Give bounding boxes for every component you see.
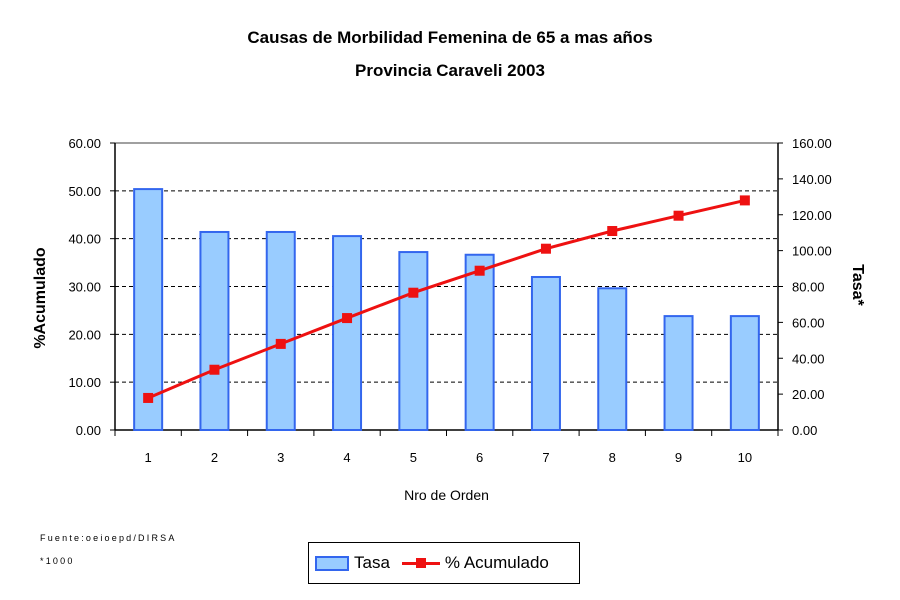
right-tick-label: 160.00 — [792, 136, 832, 151]
legend-swatch-tasa — [315, 555, 349, 571]
left-tick-label: 10.00 — [68, 375, 101, 390]
left-tick-label: 40.00 — [68, 232, 101, 247]
x-tick-label: 4 — [343, 450, 350, 465]
bar-tasa — [265, 230, 296, 431]
left-tick-label: 50.00 — [68, 184, 101, 199]
left-tick-label: 20.00 — [68, 327, 101, 342]
footnote: *1000 — [40, 556, 75, 566]
right-tick-label: 80.00 — [792, 280, 825, 295]
bar-tasa — [530, 275, 561, 432]
marker-acumulado — [474, 265, 485, 276]
legend: Tasa % Acumulado — [308, 542, 580, 584]
x-tick-label: 8 — [609, 450, 616, 465]
legend-label-tasa: Tasa — [354, 553, 390, 572]
x-tick-label: 5 — [410, 450, 417, 465]
x-axis-title: Nro de Orden — [404, 487, 489, 503]
right-tick-label: 100.00 — [792, 244, 832, 259]
left-tick-label: 0.00 — [76, 423, 101, 438]
marker-acumulado — [739, 195, 750, 206]
marker-acumulado — [408, 287, 419, 298]
marker-acumulado — [540, 243, 551, 254]
marker-acumulado — [209, 364, 220, 375]
x-tick-label: 7 — [542, 450, 549, 465]
marker-acumulado — [342, 313, 353, 324]
x-tick-label: 2 — [211, 450, 218, 465]
source-note: Fuente:oeioepd/DIRSA — [40, 533, 177, 543]
right-axis-title: Tasa* — [849, 264, 866, 306]
line-acumulado — [147, 198, 746, 400]
x-tick-label: 1 — [145, 450, 152, 465]
right-tick-label: 40.00 — [792, 351, 825, 366]
chart-title: Causas de Morbilidad Femenina de 65 a ma… — [247, 28, 653, 47]
right-tick-label: 120.00 — [792, 208, 832, 223]
marker-acumulado — [673, 210, 684, 221]
x-tick-label: 6 — [476, 450, 483, 465]
bar-tasa — [729, 315, 760, 431]
bar-tasa — [597, 287, 628, 432]
right-tick-label: 0.00 — [792, 423, 817, 438]
bar-tasa — [398, 251, 429, 431]
legend-swatch-acumulado — [401, 556, 440, 570]
x-tick-label: 9 — [675, 450, 682, 465]
chart-subtitle: Provincia Caraveli 2003 — [355, 61, 545, 80]
legend-label-acumulado: % Acumulado — [444, 553, 549, 572]
left-tick-label: 60.00 — [68, 136, 101, 151]
bar-tasa — [663, 315, 694, 431]
right-tick-label: 20.00 — [792, 387, 825, 402]
bar-tasa — [464, 253, 495, 431]
bar-tasa — [199, 230, 230, 431]
left-tick-label: 30.00 — [68, 280, 101, 295]
marker-acumulado — [143, 392, 154, 403]
x-tick-label: 3 — [277, 450, 284, 465]
right-tick-label: 60.00 — [792, 315, 825, 330]
right-tick-label: 140.00 — [792, 172, 832, 187]
marker-acumulado — [607, 226, 618, 237]
bar-tasa — [133, 188, 164, 431]
left-axis-title: %Acumulado — [32, 247, 49, 349]
x-tick-label: 10 — [738, 450, 752, 465]
marker-acumulado — [275, 338, 286, 349]
bar-tasa — [332, 235, 363, 431]
